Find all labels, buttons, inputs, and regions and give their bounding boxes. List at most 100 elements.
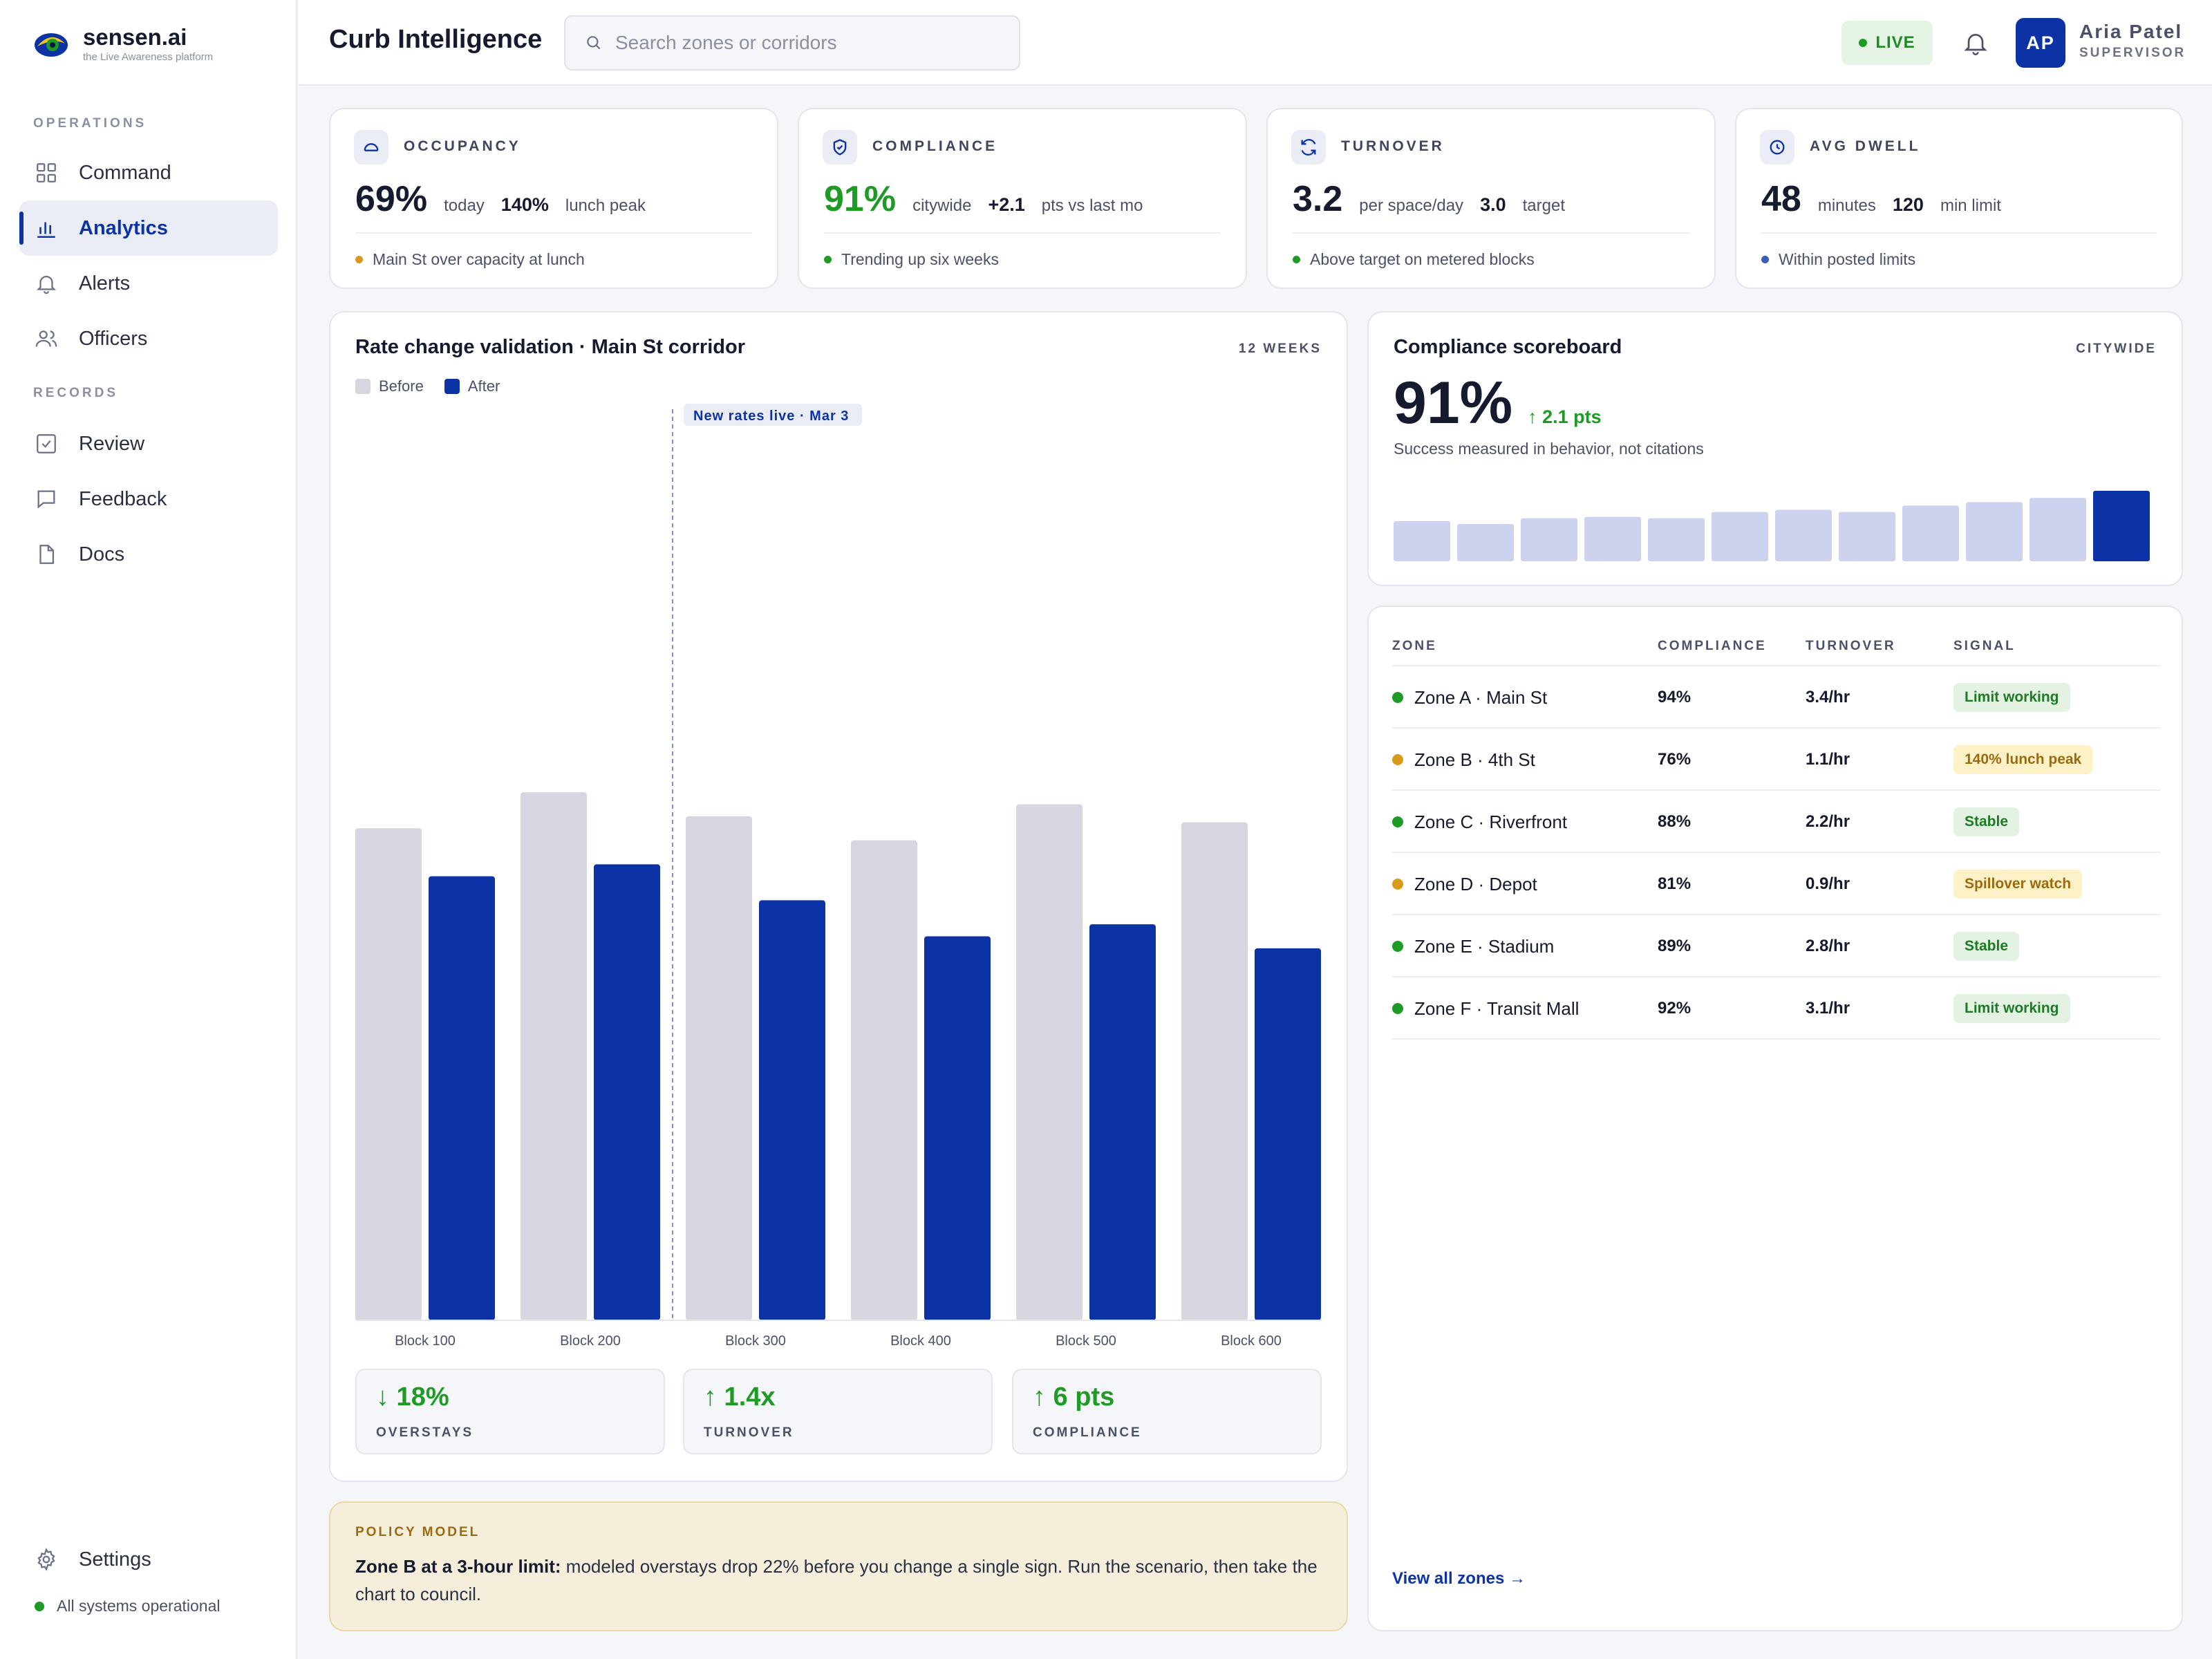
trend-bar-11[interactable] [2030, 498, 2086, 561]
kpi-secondary-unit: pts vs last mo [1041, 196, 1143, 215]
sidebar-item-analytics[interactable]: Analytics [19, 200, 278, 256]
compliance-cell: 81% [1658, 874, 1691, 893]
refresh-icon [1291, 130, 1326, 165]
divider [1293, 232, 1689, 234]
scoreboard-value: 91% [1394, 370, 1513, 436]
sidebar-item-officers[interactable]: Officers [19, 311, 278, 366]
brand-logo[interactable]: sensen.ai the Live Awareness platform [33, 24, 213, 64]
check-square-icon [35, 432, 58, 456]
table-row[interactable]: Zone E · Stadium 89% 2.8/hr Stable [1392, 915, 2161, 977]
turnover-cell: 2.2/hr [1806, 812, 1850, 831]
user-role: SUPERVISOR [2079, 46, 2186, 60]
bar-after-block-500[interactable] [1089, 924, 1156, 1320]
section-label-operations: OPERATIONS [33, 116, 147, 131]
table-row[interactable]: Zone B · 4th St 76% 1.1/hr 140% lunch peak [1392, 729, 2161, 791]
kpi-card-compliance: COMPLIANCE 91% citywide +2.1 pts vs last… [798, 108, 1247, 289]
bar-before-block-400[interactable] [851, 840, 917, 1320]
stat-label: OVERSTAYS [376, 1425, 474, 1440]
status-dot [1293, 256, 1300, 263]
column-header-turnover: TURNOVER [1806, 639, 1896, 653]
column-header-zone: ZONE [1392, 639, 1437, 653]
compliance-cell: 94% [1658, 688, 1691, 706]
rate-chart: Block 100 Block 200 Block 300 Block 400 Bloc… [355, 404, 1321, 1349]
sidebar-item-feedback[interactable]: Feedback [19, 471, 278, 527]
divider [355, 232, 752, 234]
stat-label: COMPLIANCE [1033, 1425, 1142, 1440]
sidebar-item-review[interactable]: Review [19, 416, 278, 471]
policy-text: Zone B at a 3-hour limit: modeled overst… [355, 1553, 1323, 1608]
bar-before-block-100[interactable] [355, 828, 422, 1320]
table-row[interactable]: Zone F · Transit Mall 92% 3.1/hr Limit work… [1392, 977, 2161, 1040]
trend-bar-1[interactable] [1394, 521, 1450, 561]
brand-tagline: the Live Awareness platform [83, 51, 214, 63]
table-row[interactable]: Zone A · Main St 94% 3.4/hr Limit working [1392, 666, 2161, 729]
trend-bar-9[interactable] [1902, 505, 1959, 561]
bar-before-block-600[interactable] [1181, 822, 1248, 1320]
kpi-value: 48 [1761, 179, 1801, 219]
trend-bar-7[interactable] [1775, 509, 1832, 561]
kpi-secondary-unit: min limit [1940, 196, 2001, 215]
divider [824, 232, 1221, 234]
kpi-label: AVG DWELL [1810, 138, 1921, 154]
sidebar-item-command[interactable]: Command [19, 145, 278, 200]
trend-bar-6[interactable] [1712, 512, 1768, 561]
brand-name: sensen.ai [83, 24, 187, 50]
search-input[interactable] [615, 32, 1002, 54]
avatar[interactable]: AP [2016, 18, 2065, 68]
file-icon [35, 543, 58, 566]
bar-after-block-300[interactable] [759, 900, 825, 1320]
shield-check-icon [823, 130, 857, 165]
zone-cell: Zone E · Stadium [1392, 915, 1554, 977]
kpi-label: OCCUPANCY [404, 138, 521, 154]
bar-before-block-500[interactable] [1016, 804, 1082, 1320]
legend-label-after: After [467, 377, 500, 395]
trend-bar-2[interactable] [1457, 523, 1514, 561]
trend-bar-10[interactable] [1966, 502, 2023, 561]
gear-icon [35, 1548, 58, 1571]
stat-value: ↓ 18% [376, 1382, 449, 1412]
kpi-card-occupancy: OCCUPANCY 69% today 140% lunch peak Main… [329, 108, 778, 289]
compliance-cell: 88% [1658, 812, 1691, 831]
bell-icon [1962, 29, 1989, 57]
sidebar-item-label: Alerts [79, 272, 131, 294]
trend-bar-12[interactable] [2093, 491, 2150, 561]
search-box[interactable] [564, 15, 1020, 71]
x-tick-label: Block 400 [890, 1333, 951, 1349]
view-all-zones-link[interactable]: View all zones → [1392, 1569, 1526, 1588]
bar-after-block-200[interactable] [594, 864, 660, 1320]
live-badge: LIVE [1841, 21, 1933, 65]
sidebar-item-alerts[interactable]: Alerts [19, 256, 278, 311]
compliance-cell: 89% [1658, 937, 1691, 955]
notifications-button[interactable] [1962, 29, 1989, 57]
table-row[interactable]: Zone D · Depot 81% 0.9/hr Spillover watch [1392, 853, 2161, 915]
system-status-text: All systems operational [57, 1597, 221, 1615]
stat-overstays: ↓ 18% OVERSTAYS [355, 1369, 665, 1454]
trend-bar-5[interactable] [1648, 518, 1705, 561]
sidebar-item-label: Docs [79, 543, 125, 565]
zone-cell: Zone B · 4th St [1392, 729, 1535, 791]
kpi-footnote: Main St over capacity at lunch [355, 250, 585, 269]
kpi-footnote-text: Above target on metered blocks [1310, 250, 1535, 268]
trend-bar-4[interactable] [1584, 516, 1641, 561]
divider [1392, 665, 2161, 666]
bar-before-block-300[interactable] [686, 816, 752, 1320]
live-label: LIVE [1875, 33, 1915, 52]
kpi-footnote: Above target on metered blocks [1293, 250, 1535, 269]
search-icon [585, 34, 603, 52]
trend-bar-8[interactable] [1839, 512, 1895, 561]
scoreboard-delta: ↑ 2.1 pts [1528, 406, 1602, 427]
trend-bar-3[interactable] [1521, 518, 1577, 561]
sidebar-item-settings[interactable]: Settings [19, 1532, 278, 1587]
bar-after-block-600[interactable] [1255, 948, 1321, 1320]
sidebar-item-docs[interactable]: Docs [19, 527, 278, 582]
bar-before-block-200[interactable] [521, 792, 587, 1320]
bar-after-block-100[interactable] [429, 876, 495, 1320]
table-row[interactable]: Zone C · Riverfront 88% 2.2/hr Stable [1392, 791, 2161, 853]
turnover-cell: 3.4/hr [1806, 688, 1850, 706]
bar-after-block-400[interactable] [924, 936, 991, 1320]
signal-badge: Limit working [1953, 683, 2070, 712]
rate-chart-card: Rate change validation · Main St corrido… [329, 311, 1348, 1482]
turnover-cell: 2.8/hr [1806, 937, 1850, 955]
legend-label-before: Before [379, 377, 424, 395]
bell-icon [35, 272, 58, 295]
